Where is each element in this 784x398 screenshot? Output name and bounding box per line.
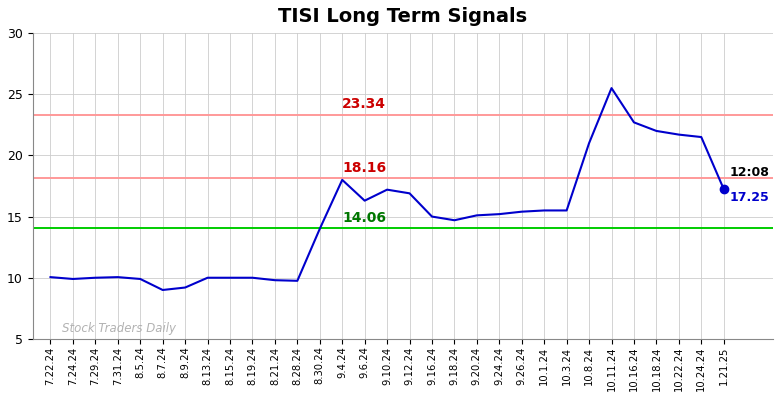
Text: 12:08: 12:08	[729, 166, 769, 179]
Text: 17.25: 17.25	[729, 191, 769, 205]
Text: 23.34: 23.34	[343, 98, 387, 111]
Text: 18.16: 18.16	[343, 161, 387, 175]
Title: TISI Long Term Signals: TISI Long Term Signals	[278, 7, 528, 26]
Text: Stock Traders Daily: Stock Traders Daily	[62, 322, 176, 335]
Text: 14.06: 14.06	[343, 211, 387, 225]
